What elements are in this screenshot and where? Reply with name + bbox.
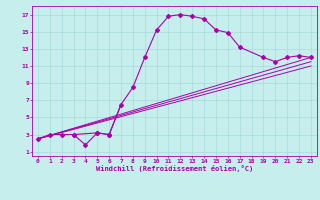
X-axis label: Windchill (Refroidissement éolien,°C): Windchill (Refroidissement éolien,°C): [96, 165, 253, 172]
